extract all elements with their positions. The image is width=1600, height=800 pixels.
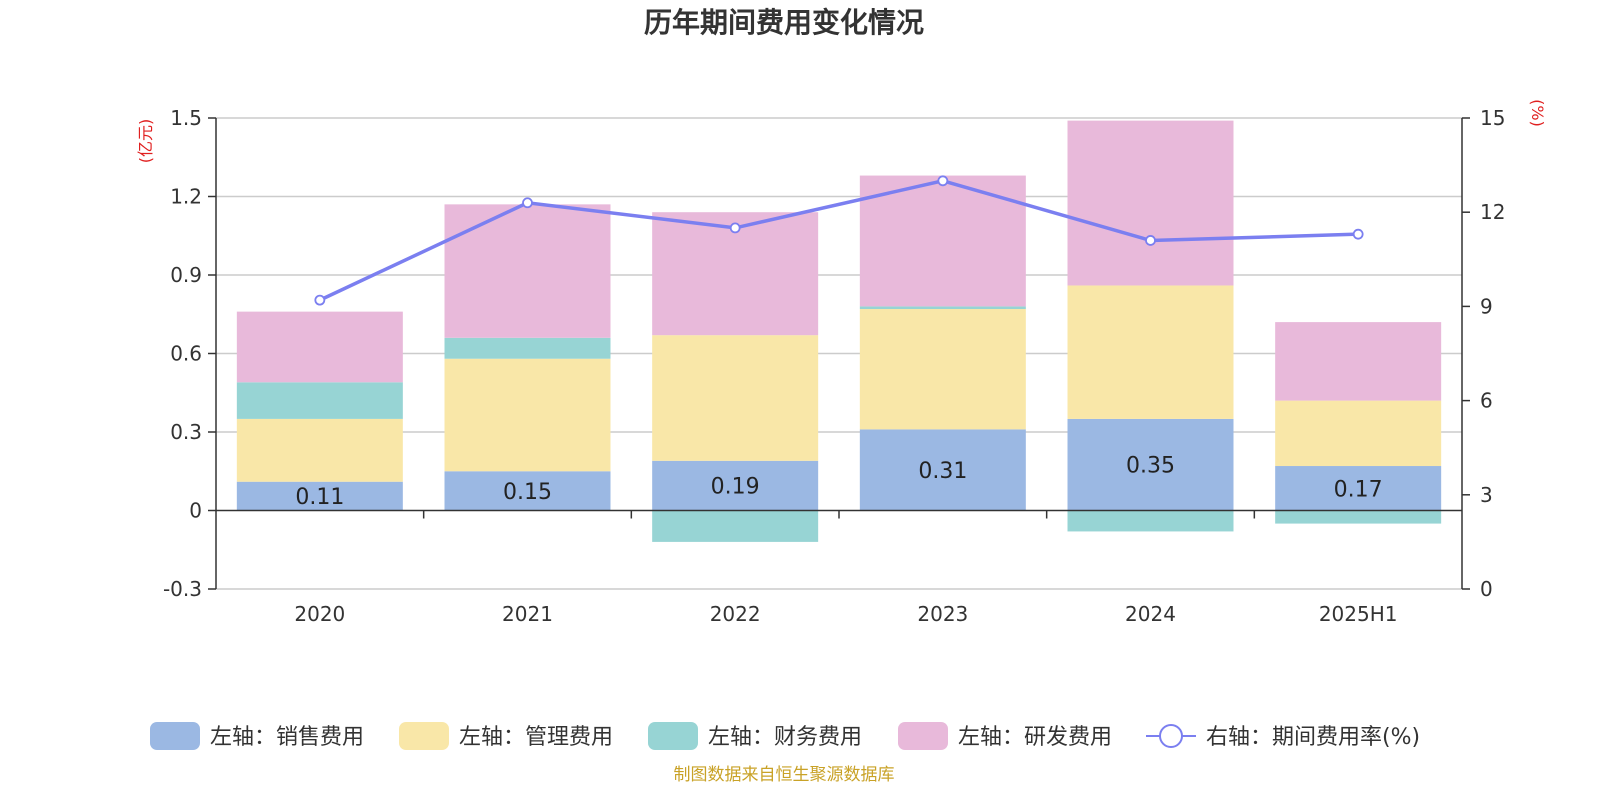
- legend: 左轴：销售费用 左轴：管理费用 左轴：财务费用 左轴：研发费用 右轴：期间费用率(%): [150, 722, 1420, 750]
- bar-data-label: 0.31: [918, 459, 967, 484]
- x-tick-label: 2023: [917, 602, 968, 626]
- x-tick-label: 2025H1: [1319, 602, 1398, 626]
- bar-segment: [1067, 120, 1234, 286]
- rate-line: [314, 175, 1364, 306]
- legend-swatch[interactable]: [150, 722, 200, 750]
- bar-data-label: 0.15: [503, 480, 552, 505]
- bar-segment: [652, 335, 819, 461]
- bar-segment: [1275, 510, 1442, 524]
- bar-labels: 0.11 0.15 0.19 0.31 0.35 0.17: [295, 454, 1382, 510]
- bar-data-label: 0.11: [295, 485, 344, 510]
- legend-swatch[interactable]: [898, 722, 948, 750]
- bar-segment: [444, 204, 611, 338]
- rate-line-point: [1145, 235, 1156, 246]
- bars: [236, 120, 1442, 542]
- left-tick-label: 1.2: [170, 185, 202, 209]
- bar-segment: [1275, 400, 1442, 467]
- bar-data-label: 0.35: [1126, 454, 1175, 479]
- bar-segment: [236, 382, 403, 419]
- right-tick-label: 9: [1480, 294, 1493, 318]
- rate-line-path: [319, 178, 1359, 302]
- left-axis-unit: (亿元): [136, 119, 155, 164]
- bar-segment: [652, 460, 819, 511]
- bar-segment: [236, 481, 403, 511]
- bar-segment: [1275, 466, 1442, 511]
- x-tick-label: 2021: [502, 602, 553, 626]
- source-note: 制图数据来自恒生聚源数据库: [674, 765, 895, 785]
- bar-segment: [1275, 322, 1442, 401]
- x-tick-label: 2022: [710, 602, 761, 626]
- left-tick-label: 1.5: [170, 106, 202, 130]
- legend-swatch[interactable]: [648, 722, 698, 750]
- right-tick-label: 3: [1480, 483, 1493, 507]
- rate-line-point: [314, 294, 326, 306]
- legend-label[interactable]: 右轴：期间费用率(%): [1206, 725, 1420, 750]
- legend-label[interactable]: 左轴：管理费用: [459, 725, 613, 750]
- bar-segment: [444, 358, 611, 472]
- bar-data-label: 0.17: [1334, 477, 1383, 502]
- bar-segment: [1067, 510, 1234, 532]
- legend-swatch[interactable]: [399, 722, 449, 750]
- legend-swatch-marker[interactable]: [1159, 724, 1183, 748]
- right-tick-label: 15: [1480, 106, 1505, 130]
- bar-segment: [444, 471, 611, 511]
- x-tick-label: 2024: [1125, 602, 1176, 626]
- left-tick-label: -0.3: [163, 577, 202, 601]
- rate-line-point: [1352, 228, 1364, 240]
- left-tick-label: 0.6: [170, 342, 202, 366]
- right-axis-ticks: 15 12 9 6 3 0: [1462, 106, 1505, 601]
- bar-segment: [236, 418, 403, 482]
- bar-segment: [859, 429, 1026, 511]
- legend-label[interactable]: 左轴：研发费用: [958, 725, 1112, 750]
- left-tick-label: 0: [189, 499, 202, 523]
- bar-segment: [1067, 418, 1234, 511]
- right-tick-label: 6: [1480, 389, 1493, 413]
- chart-title: 历年期间费用变化情况: [644, 6, 924, 39]
- bar-segment: [1067, 285, 1234, 419]
- left-tick-label: 0.3: [170, 420, 202, 444]
- bar-data-label: 0.19: [711, 475, 760, 500]
- bar-segment: [652, 510, 819, 542]
- x-tick-label: 2020: [294, 602, 345, 626]
- rate-line-point: [937, 175, 949, 187]
- left-axis-ticks: 1.5 1.2 0.9 0.6 0.3 0 -0.3: [163, 106, 216, 601]
- right-tick-label: 0: [1480, 577, 1493, 601]
- right-axis-unit: (%): [1528, 99, 1547, 127]
- rate-line-point: [522, 197, 533, 209]
- x-axis-ticks: 2020 2021 2022 2023 2024 2025H1: [294, 602, 1397, 626]
- right-tick-label: 12: [1480, 200, 1505, 224]
- bar-segment: [444, 337, 611, 359]
- legend-label[interactable]: 左轴：财务费用: [708, 725, 862, 750]
- left-tick-label: 0.9: [170, 263, 202, 287]
- legend-label[interactable]: 左轴：销售费用: [210, 725, 364, 750]
- rate-line-point: [729, 222, 741, 234]
- bar-segment: [859, 309, 1026, 430]
- grid-lines: [216, 117, 1462, 590]
- bar-segment: [859, 306, 1026, 310]
- bar-segment: [236, 311, 403, 383]
